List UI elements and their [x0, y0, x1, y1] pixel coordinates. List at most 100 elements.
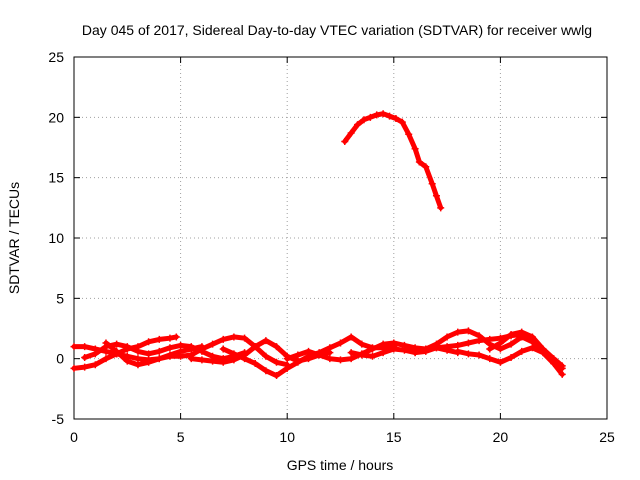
data-point: [486, 345, 494, 353]
data-point: [155, 347, 163, 355]
data-point: [507, 331, 515, 339]
data-point: [294, 358, 302, 366]
data-point: [70, 364, 78, 372]
axis-ticks: 0 5 10 15 20 25 -5 0 5 10 15 20 25: [48, 49, 615, 445]
data-point: [405, 130, 413, 138]
data-point: [123, 343, 131, 351]
data-point: [347, 129, 355, 137]
data-point: [145, 338, 153, 346]
data-point: [134, 361, 142, 369]
data-point: [102, 339, 110, 347]
data-point: [262, 367, 270, 375]
data-point: [379, 349, 387, 357]
data-point: [283, 355, 291, 363]
data-point: [347, 333, 355, 341]
data-point: [422, 163, 430, 171]
y-tick-label: -5: [52, 411, 65, 427]
data-point: [518, 347, 526, 355]
data-point: [411, 349, 419, 357]
data-point: [102, 355, 110, 363]
data-point: [219, 358, 227, 366]
y-tick-label: 0: [56, 351, 64, 367]
data-point: [428, 180, 436, 188]
data-point: [347, 355, 355, 363]
data-point: [496, 345, 504, 353]
data-point: [368, 352, 376, 360]
data-point: [507, 353, 515, 361]
data-point: [177, 341, 185, 349]
data-point: [379, 110, 387, 118]
data-point: [241, 334, 249, 342]
data-point: [81, 363, 89, 371]
data-point: [398, 118, 406, 126]
data-point: [283, 364, 291, 372]
data-point: [443, 333, 451, 341]
data-point: [347, 349, 355, 357]
data-point: [337, 339, 344, 347]
data-point: [251, 343, 259, 351]
chart-title: Day 045 of 2017, Sidereal Day-to-day VTE…: [82, 22, 592, 38]
data-point: [209, 357, 217, 365]
data-point: [358, 351, 366, 359]
x-tick-label: 5: [177, 429, 185, 445]
series-arc-11: [486, 328, 566, 370]
data-point: [392, 115, 400, 123]
series-track: [487, 329, 565, 369]
data-point: [454, 347, 462, 355]
data-point: [251, 359, 259, 367]
x-axis-label: GPS time / hours: [287, 457, 394, 473]
data-point: [177, 352, 185, 360]
data-point: [496, 339, 504, 347]
data-point: [539, 345, 547, 353]
data-point: [558, 362, 566, 370]
data-point: [155, 355, 163, 363]
data-point: [415, 158, 423, 166]
data-point: [166, 334, 174, 342]
data-point: [230, 350, 238, 358]
data-point: [341, 137, 349, 145]
data-point: [507, 340, 515, 348]
data-point: [475, 332, 483, 340]
data-point: [262, 337, 270, 345]
data-point: [368, 345, 376, 353]
data-point: [360, 116, 368, 124]
data-point: [113, 347, 121, 355]
data-point: [464, 350, 472, 358]
data-point: [273, 358, 281, 366]
data-point: [354, 121, 362, 129]
data-point: [475, 351, 483, 359]
data-point: [123, 357, 131, 365]
data-point: [464, 339, 472, 347]
series-track: [342, 111, 444, 211]
data-point: [486, 355, 494, 363]
data-point: [528, 344, 536, 352]
data-point: [315, 351, 323, 359]
data-point: [91, 350, 99, 358]
data-point: [496, 358, 504, 366]
data-point: [219, 335, 227, 343]
data-point: [134, 347, 142, 355]
data-point: [373, 111, 381, 119]
data-point: [379, 340, 387, 348]
data-point: [400, 346, 408, 354]
data-point: [187, 355, 195, 363]
data-point: [241, 355, 249, 363]
data-point: [262, 352, 270, 360]
data-point: [187, 343, 195, 351]
series-arc-10: [454, 344, 566, 378]
data-point: [411, 145, 419, 153]
data-point: [390, 339, 398, 347]
data-point: [145, 358, 153, 366]
x-tick-label: 10: [279, 429, 295, 445]
data-point: [230, 356, 238, 364]
data-point: [273, 343, 281, 351]
data-point: [518, 328, 526, 336]
x-tick-label: 15: [386, 429, 402, 445]
y-tick-label: 5: [56, 290, 64, 306]
x-tick-label: 0: [70, 429, 78, 445]
data-point: [326, 344, 334, 352]
data-point: [337, 356, 344, 364]
data-point: [113, 340, 121, 348]
data-point: [219, 345, 227, 353]
